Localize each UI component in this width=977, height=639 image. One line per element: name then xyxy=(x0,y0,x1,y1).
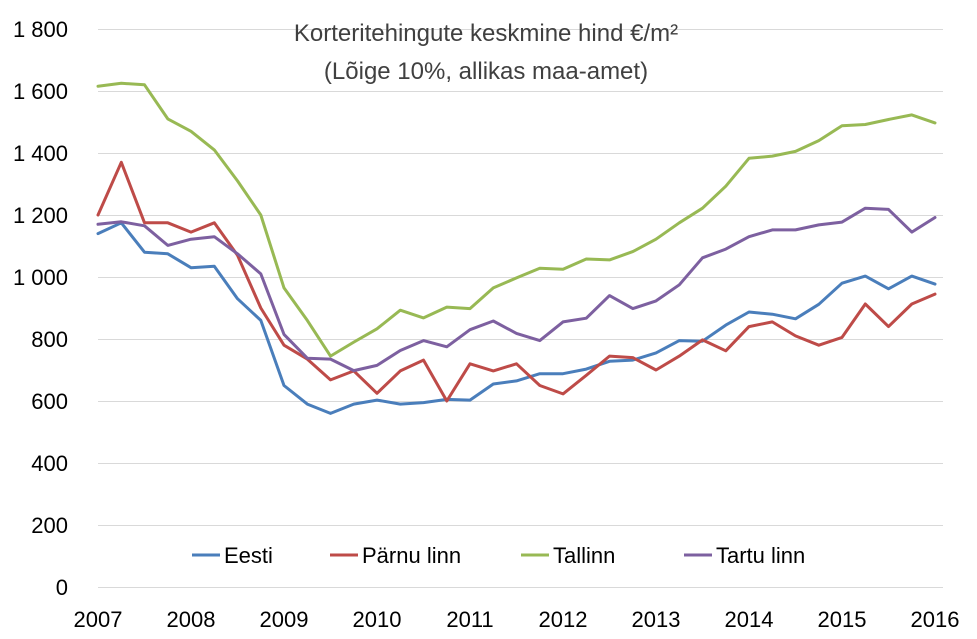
x-tick-label: 2011 xyxy=(446,607,493,632)
x-tick-label: 2008 xyxy=(167,607,216,632)
legend: Eesti Pärnu linn Tallinn Tartu linn xyxy=(192,543,805,568)
y-tick-label: 1 800 xyxy=(13,17,68,42)
y-tick-label: 0 xyxy=(56,575,68,600)
series-line-eesti xyxy=(96,221,937,415)
x-tick-label: 2013 xyxy=(632,607,681,632)
x-tick-label: 2015 xyxy=(818,607,867,632)
legend-label: Tallinn xyxy=(553,543,615,568)
x-tick-label: 2014 xyxy=(725,607,774,632)
y-tick-label: 200 xyxy=(31,513,68,538)
y-tick-label: 1 400 xyxy=(13,141,68,166)
y-axis-tick-labels: 0 200 400 600 800 1 000 1 200 1 400 1 600 1 800 xyxy=(13,17,68,600)
chart-title-block: Korteritehingute keskmine hind €/m² (Lõi… xyxy=(294,20,678,85)
y-tick-label: 1 000 xyxy=(13,265,68,290)
x-tick-label: 2007 xyxy=(74,607,123,632)
chart-title: Korteritehingute keskmine hind €/m² xyxy=(294,20,678,47)
series-line-tartu-linn xyxy=(96,206,937,373)
y-tick-label: 1 600 xyxy=(13,79,68,104)
y-tick-label: 800 xyxy=(31,327,68,352)
x-axis-tick-labels: 2007 2008 2009 2010 2011 2012 2013 2014 2015 2016 xyxy=(74,607,960,632)
gridlines xyxy=(98,29,943,588)
series-line-tallinn xyxy=(96,81,937,358)
legend-label: Eesti xyxy=(224,543,273,568)
x-tick-label: 2016 xyxy=(911,607,960,632)
x-tick-label: 2010 xyxy=(353,607,402,632)
x-tick-label: 2012 xyxy=(539,607,588,632)
x-tick-label: 2009 xyxy=(260,607,309,632)
y-tick-label: 600 xyxy=(31,389,68,414)
y-tick-label: 400 xyxy=(31,451,68,476)
legend-label: Tartu linn xyxy=(716,543,805,568)
series-lines xyxy=(96,81,937,415)
y-tick-label: 1 200 xyxy=(13,203,68,228)
legend-label: Pärnu linn xyxy=(362,543,461,568)
chart-subtitle: (Lõige 10%, allikas maa-amet) xyxy=(324,58,648,85)
